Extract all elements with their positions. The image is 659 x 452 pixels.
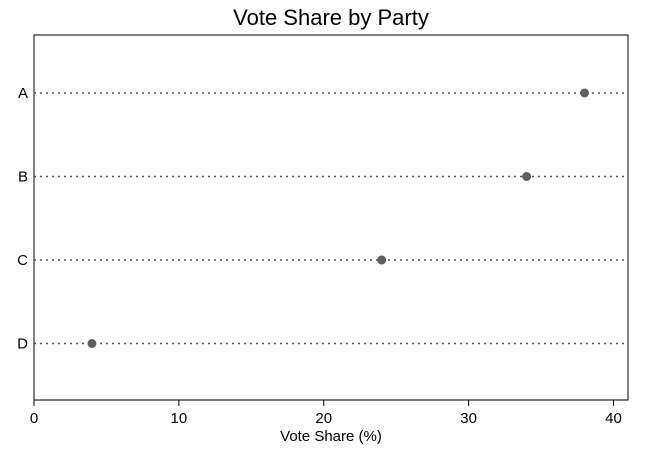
x-tick-label-0: 0 [30,410,38,427]
x-tick-label-10: 10 [171,410,188,427]
chart-title: Vote Share by Party [233,5,429,30]
category-label-c: C [17,252,28,269]
x-tick-label-40: 40 [605,410,622,427]
data-point-c [377,256,386,265]
category-label-a: A [18,85,28,102]
x-axis-ticks: 0 10 20 30 40 [30,400,622,427]
guide-lines [34,93,628,344]
x-tick-label-20: 20 [315,410,332,427]
plot-frame [34,35,628,400]
data-point-b [522,172,531,181]
category-label-b: B [18,169,28,186]
data-point-d [87,339,96,348]
data-points [87,89,589,349]
category-labels: A B C D [17,85,28,353]
x-tick-label-30: 30 [460,410,477,427]
category-label-d: D [17,336,28,353]
data-point-a [580,89,589,98]
x-axis-label: Vote Share (%) [280,428,382,445]
